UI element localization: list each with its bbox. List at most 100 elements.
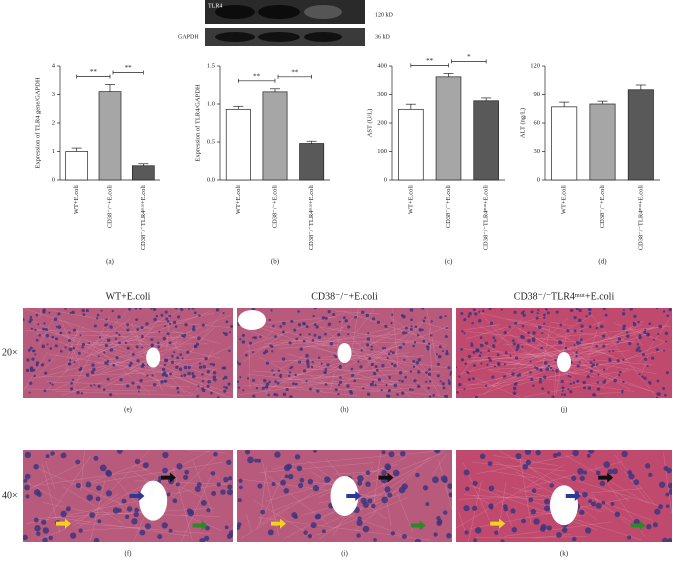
nucleus (666, 467, 672, 474)
nucleus (559, 341, 563, 345)
nucleus (648, 322, 652, 326)
nucleus (161, 367, 166, 372)
sinusoid (25, 330, 183, 334)
nucleus (109, 347, 114, 352)
sinusoid (460, 324, 669, 374)
nucleus (238, 478, 243, 483)
nucleus (131, 518, 138, 525)
panel-label: (c) (445, 258, 453, 266)
nucleus (458, 375, 461, 378)
nucleus (549, 483, 555, 488)
nucleus (162, 336, 167, 341)
nucleus (622, 324, 627, 329)
nucleus (484, 384, 488, 387)
nucleus (321, 316, 326, 320)
y-tick-label: 60 (534, 119, 541, 126)
sinusoid (243, 336, 312, 353)
nucleus (176, 386, 180, 390)
nucleus (338, 380, 343, 384)
nucleus (387, 492, 393, 498)
sinusoid (259, 462, 374, 473)
nucleus (289, 367, 292, 370)
nucleus (402, 342, 406, 346)
sinusoid (479, 325, 574, 378)
nucleus (387, 352, 391, 356)
nucleus (385, 384, 388, 387)
nucleus (128, 308, 132, 311)
nucleus (174, 325, 178, 328)
nucleus (487, 461, 493, 467)
nucleus (23, 478, 28, 483)
sinusoid (192, 460, 213, 512)
nucleus (75, 482, 81, 489)
nucleus (57, 325, 62, 329)
nucleus (252, 336, 255, 339)
nucleus (204, 356, 208, 361)
nucleus (540, 524, 547, 531)
nucleus (32, 349, 35, 353)
sinusoid (347, 332, 377, 365)
nucleus (93, 383, 96, 386)
nucleus (305, 359, 310, 363)
y-tick-label: 1 (52, 148, 55, 155)
nucleus (96, 317, 99, 320)
nucleus (270, 309, 273, 312)
nucleus (68, 338, 72, 343)
sinusoid (176, 454, 219, 494)
column-title: CD38⁻/⁻TLR4ᵐᵘᵗ+E.coli (514, 291, 615, 302)
nucleus (34, 353, 37, 356)
nucleus (641, 352, 646, 357)
blot-size: 120 kD (375, 12, 394, 18)
nucleus (117, 508, 122, 513)
nucleus (563, 393, 567, 397)
arrow (346, 491, 362, 501)
vessel (139, 480, 168, 521)
sinusoid (388, 316, 429, 344)
sinusoid (279, 340, 436, 344)
nucleus (466, 370, 469, 374)
nucleus (139, 529, 146, 536)
nucleus (635, 348, 639, 352)
y-axis-label: Expression of TLR4 gene/GAPDH (34, 77, 41, 168)
nucleus (176, 463, 183, 470)
nucleus (627, 535, 632, 540)
nucleus (487, 349, 491, 353)
nucleus (446, 532, 452, 539)
nucleus (287, 473, 294, 480)
nucleus (479, 343, 484, 348)
nucleus (667, 538, 672, 542)
sinusoid (182, 310, 225, 363)
nucleus (436, 515, 441, 521)
nucleus (128, 364, 132, 368)
nucleus (310, 522, 317, 529)
nucleus (465, 486, 470, 491)
sinusoid (563, 358, 657, 375)
nucleus (173, 351, 176, 354)
nucleus (171, 354, 174, 358)
nucleus (183, 373, 187, 377)
nucleus (237, 361, 239, 365)
nucleus (109, 325, 113, 329)
sinusoid (65, 348, 75, 369)
nucleus (510, 508, 516, 514)
error-bar (597, 100, 608, 104)
nucleus (367, 332, 370, 335)
nucleus (131, 352, 135, 356)
nucleus (339, 376, 342, 379)
nucleus (86, 494, 94, 501)
nucleus (664, 331, 669, 336)
sinusoid (180, 513, 222, 531)
nucleus (230, 324, 233, 329)
nucleus (556, 451, 562, 457)
nucleus (131, 381, 135, 385)
nucleus (602, 380, 606, 384)
nucleus (312, 314, 315, 318)
sinusoid (272, 466, 285, 470)
sinusoid (38, 528, 67, 540)
nucleus (49, 347, 53, 350)
nucleus (535, 367, 539, 370)
nucleus (54, 344, 58, 348)
nucleus (285, 387, 289, 392)
nucleus (427, 342, 431, 345)
nucleus (70, 381, 73, 385)
